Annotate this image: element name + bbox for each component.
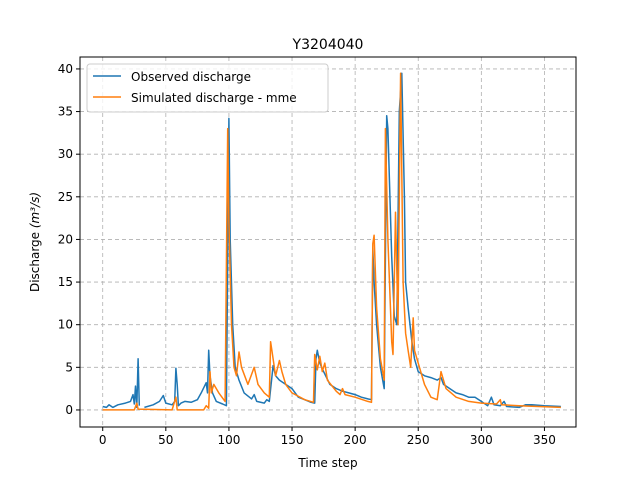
- chart-title: Y3204040: [292, 37, 364, 53]
- y-tick-label: 0: [65, 403, 73, 417]
- simulated-discharge-line: [102, 72, 561, 411]
- y-tick-label: 10: [58, 318, 73, 332]
- legend-label-observed: Observed discharge: [131, 70, 251, 84]
- x-tick-label: 0: [99, 433, 107, 447]
- y-tick-label: 25: [58, 190, 73, 204]
- y-tick-label: 20: [58, 232, 73, 246]
- x-tick-label: 150: [281, 433, 304, 447]
- x-tick-label: 250: [407, 433, 430, 447]
- ticks: 0 50 100 150 200 250 300 350 0 5 10 15 20 25 30 35 40: [58, 62, 556, 447]
- x-tick-label: 100: [217, 433, 240, 447]
- x-tick-label: 350: [533, 433, 556, 447]
- y-tick-label: 5: [65, 360, 73, 374]
- y-tick-label: 15: [58, 275, 73, 289]
- legend-label-simulated: Simulated discharge - mme: [131, 91, 297, 105]
- observed-discharge-line: [102, 72, 561, 409]
- y-axis-label-text: Discharge: [28, 232, 42, 292]
- y-axis-label-unit: (m³/s): [28, 192, 42, 228]
- x-tick-label: 200: [344, 433, 367, 447]
- series-lines: [102, 72, 561, 411]
- y-tick-label: 35: [58, 105, 73, 119]
- legend-box: [86, 63, 329, 113]
- x-tick-label: 50: [158, 433, 173, 447]
- axes-frame: [79, 56, 577, 428]
- x-axis-label: Time step: [297, 456, 357, 470]
- y-tick-label: 30: [58, 147, 73, 161]
- legend: Observed discharge Simulated discharge -…: [86, 63, 329, 113]
- y-axis-label: Discharge (m³/s): [28, 192, 42, 292]
- svg-text:Discharge (m³/s): Discharge (m³/s): [28, 192, 42, 292]
- x-tick-label: 300: [470, 433, 493, 447]
- y-tick-label: 40: [58, 62, 73, 76]
